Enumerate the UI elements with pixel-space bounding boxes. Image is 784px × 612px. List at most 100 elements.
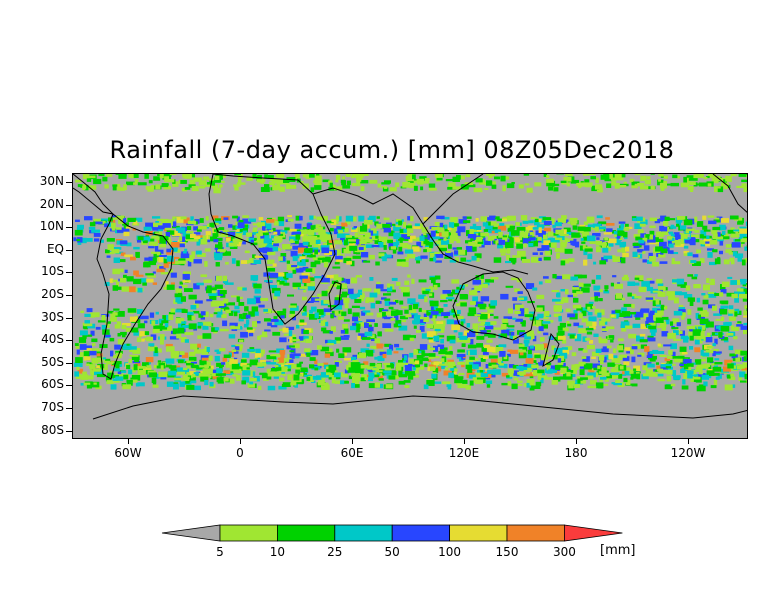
rain-cell <box>685 229 689 234</box>
rain-cell <box>283 358 292 362</box>
rain-cell <box>582 356 590 362</box>
rain-cell <box>703 238 711 242</box>
rain-cell <box>273 236 283 242</box>
rain-cell <box>729 353 737 357</box>
rain-cell <box>83 325 89 330</box>
rain-cell <box>193 177 202 182</box>
rain-cell <box>310 261 317 268</box>
rain-cell <box>723 322 732 326</box>
rain-cell <box>168 370 177 376</box>
rain-cell <box>191 315 196 320</box>
rain-cell <box>101 324 106 330</box>
rain-cell <box>683 245 689 249</box>
rain-cell <box>234 346 240 351</box>
rain-cell <box>739 228 747 234</box>
rain-cell <box>516 243 523 249</box>
rain-cell <box>440 347 448 354</box>
rain-cell <box>269 176 276 182</box>
rain-cell <box>206 361 211 366</box>
rain-cell <box>694 216 698 223</box>
rain-cell <box>694 339 700 345</box>
rain-cell <box>446 311 450 314</box>
rain-cell <box>583 227 591 232</box>
rain-cell <box>86 375 94 380</box>
rain-cell <box>493 327 501 330</box>
rain-cell <box>591 351 599 356</box>
rain-cell <box>612 365 617 369</box>
rain-cell <box>501 318 508 323</box>
rain-cell <box>648 252 653 259</box>
rain-cell <box>102 329 110 335</box>
rain-cell <box>596 246 601 253</box>
rain-cell <box>551 290 559 293</box>
rain-cell <box>509 335 513 340</box>
rain-cell <box>295 366 301 372</box>
rain-cell <box>503 354 508 360</box>
rain-cell <box>690 260 697 264</box>
rain-cell <box>352 255 361 259</box>
rain-cell <box>746 245 747 249</box>
rain-cell <box>111 362 120 366</box>
rain-cell <box>582 289 590 293</box>
rain-cell <box>508 235 513 239</box>
rain-cell <box>741 259 746 266</box>
rain-cell <box>555 237 563 240</box>
rain-cell <box>578 182 588 187</box>
rain-cell <box>504 224 514 228</box>
rain-cell <box>423 233 427 236</box>
rain-cell <box>649 217 658 222</box>
rain-cell <box>561 259 570 264</box>
rain-cell <box>365 350 374 356</box>
rain-cell <box>486 384 491 388</box>
rain-cell <box>299 319 305 326</box>
rain-cell <box>678 292 688 296</box>
rain-cell <box>312 375 317 380</box>
rain-cell <box>230 325 235 330</box>
rain-cell <box>553 305 562 311</box>
rain-cell <box>537 236 542 241</box>
rain-cell <box>647 259 652 264</box>
rain-cell <box>112 285 118 291</box>
rain-cell <box>215 275 223 282</box>
rain-cell <box>352 216 357 222</box>
rain-cell <box>567 294 577 298</box>
rain-cell <box>354 321 363 326</box>
rain-cell <box>610 372 620 376</box>
rain-cell <box>590 176 596 180</box>
rain-cell <box>301 259 306 265</box>
rain-cell <box>628 333 637 339</box>
rain-cell <box>371 245 380 248</box>
rain-cell <box>283 282 290 286</box>
rain-cell <box>475 372 482 377</box>
rain-cell <box>515 318 523 322</box>
rain-cell <box>715 236 724 240</box>
rain-cell <box>360 225 368 232</box>
rain-cell <box>740 239 747 243</box>
rain-cell <box>600 377 607 380</box>
rain-cell <box>329 182 333 188</box>
rain-cell <box>529 385 535 391</box>
rain-cell <box>476 343 483 348</box>
rain-cell <box>511 182 515 184</box>
rain-cell <box>236 182 246 185</box>
rain-cell <box>469 380 474 386</box>
rain-cell <box>180 296 186 302</box>
rain-cell <box>641 281 651 288</box>
rain-cell <box>497 245 504 249</box>
rain-cell <box>358 289 362 295</box>
rain-cell <box>620 321 630 326</box>
rain-cell <box>742 298 747 302</box>
rain-cell <box>431 227 440 231</box>
rain-cell <box>256 176 262 181</box>
rain-cell <box>404 355 408 361</box>
rain-cell <box>314 260 321 265</box>
rain-cell <box>583 221 589 225</box>
rain-cell <box>531 364 539 369</box>
rain-cell <box>561 347 568 350</box>
rain-cell <box>538 362 544 366</box>
rain-cell <box>596 237 600 240</box>
rain-cell <box>505 239 511 244</box>
rain-cell <box>278 256 283 261</box>
rain-cell <box>649 256 656 262</box>
rain-cell <box>171 249 178 252</box>
